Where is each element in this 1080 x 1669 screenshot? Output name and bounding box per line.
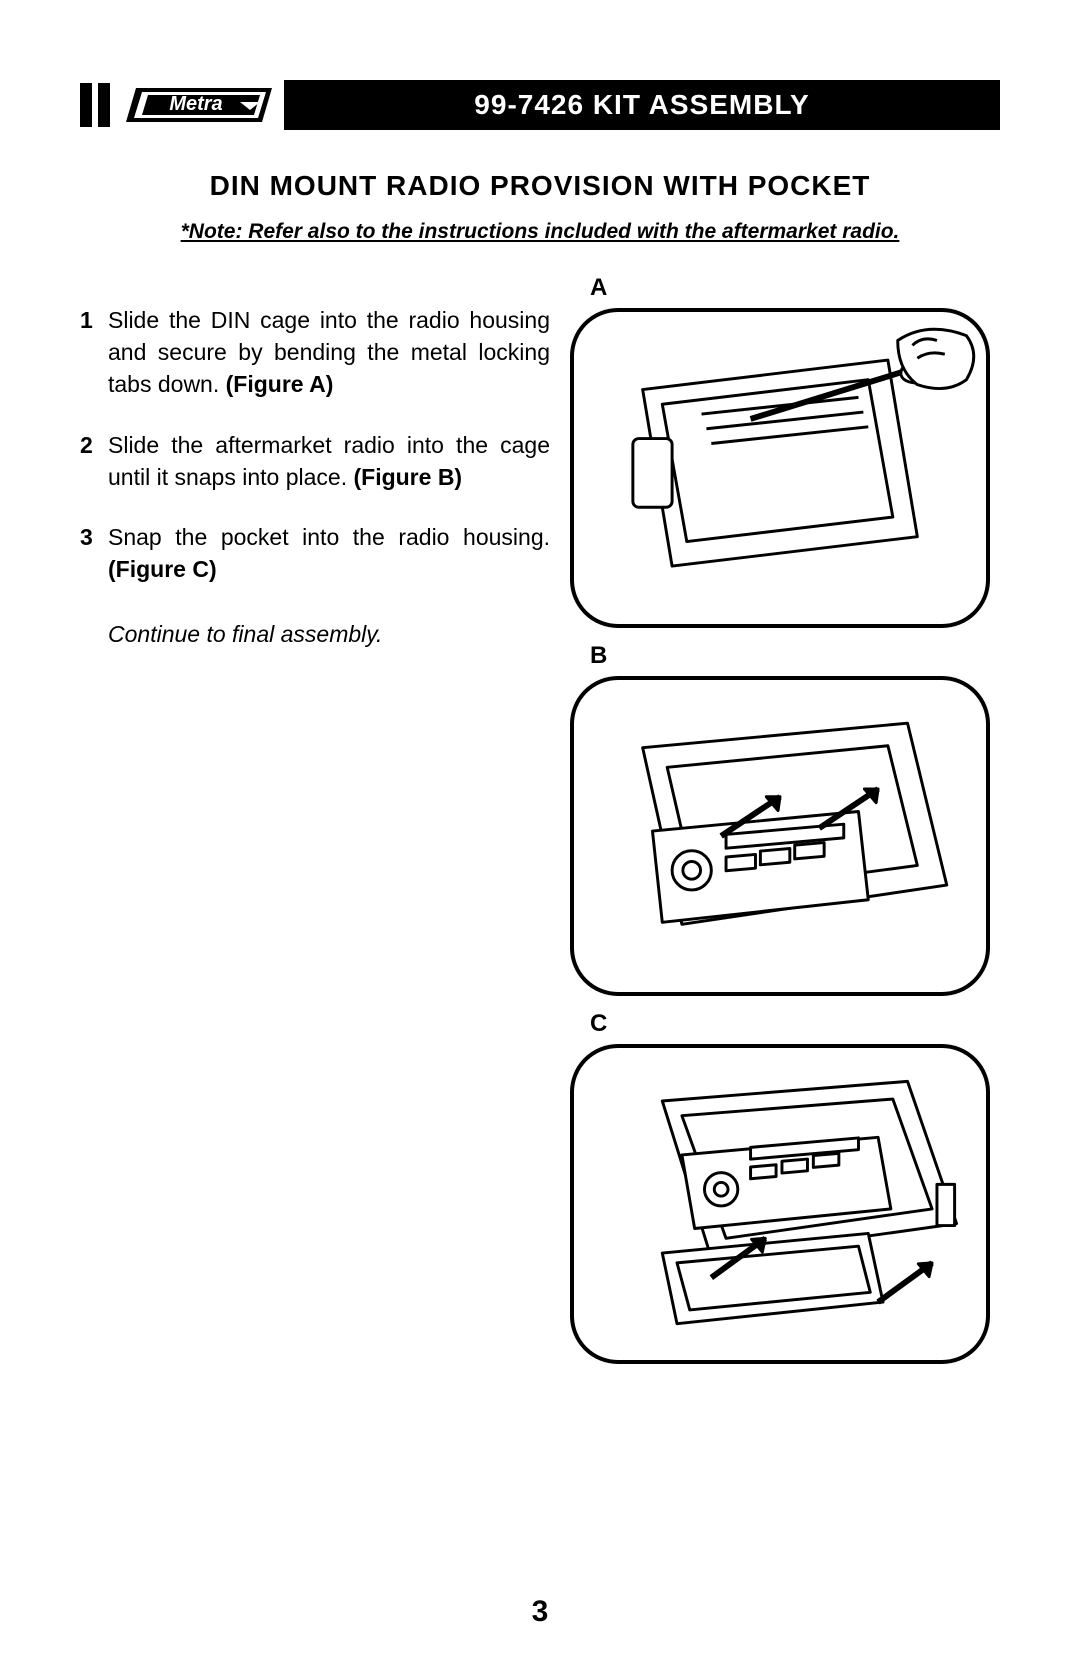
step-body: Slide the aftermarket radio into the cag… <box>108 432 550 490</box>
step-number: 1 <box>80 304 108 401</box>
step-number: 3 <box>80 521 108 585</box>
figure-b-illustration <box>570 676 990 996</box>
figure-reference: (Figure A) <box>226 371 334 397</box>
figure-reference: (Figure C) <box>108 556 217 582</box>
main-content: 1 Slide the DIN cage into the radio hous… <box>80 274 1000 1378</box>
figure-label: A <box>590 274 1000 302</box>
figure-label: C <box>590 1010 1000 1038</box>
instructions-column: 1 Slide the DIN cage into the radio hous… <box>80 274 550 1378</box>
step-item: 3 Snap the pocket into the radio housing… <box>80 521 550 585</box>
figure-c-group: C <box>570 1010 1000 1364</box>
step-item: 2 Slide the aftermarket radio into the c… <box>80 429 550 493</box>
step-text: Slide the DIN cage into the radio housin… <box>108 304 550 401</box>
step-text: Snap the pocket into the radio housing. … <box>108 521 550 585</box>
figure-b-group: B <box>570 642 1000 996</box>
figure-c-illustration <box>570 1044 990 1364</box>
figure-label: B <box>590 642 1000 670</box>
step-text: Slide the aftermarket radio into the cag… <box>108 429 550 493</box>
figures-column: A <box>570 274 1000 1378</box>
figure-reference: (Figure B) <box>353 464 462 490</box>
title-banner: 99-7426 KIT ASSEMBLY <box>284 80 1000 130</box>
step-number: 2 <box>80 429 108 493</box>
figure-a-group: A <box>570 274 1000 628</box>
brand-logo: Metra <box>80 80 274 130</box>
metra-badge: Metra <box>124 80 274 130</box>
note-text: *Note: Refer also to the instructions in… <box>80 220 1000 244</box>
brand-text: Metra <box>169 93 222 115</box>
page-number: 3 <box>0 1595 1080 1629</box>
logo-bars <box>80 83 116 127</box>
continue-text: Continue to final assembly. <box>108 621 550 648</box>
section-subtitle: DIN MOUNT RADIO PROVISION WITH POCKET <box>80 170 1000 202</box>
step-body: Snap the pocket into the radio housing. <box>108 524 550 550</box>
figure-a-illustration <box>570 308 990 628</box>
step-item: 1 Slide the DIN cage into the radio hous… <box>80 304 550 401</box>
header-row: Metra 99-7426 KIT ASSEMBLY <box>80 80 1000 130</box>
